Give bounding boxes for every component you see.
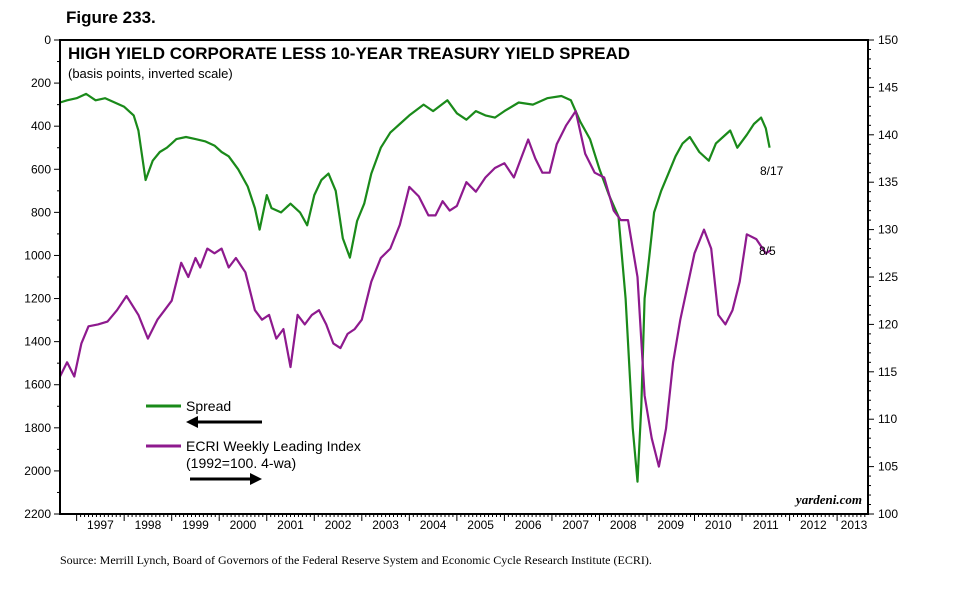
x-axis-tick-label: 2012 (800, 518, 827, 532)
left-axis-tick-label: 800 (31, 205, 51, 219)
x-axis-tick-label: 2011 (753, 518, 779, 532)
legend-ecri-note: (1992=100. 4-wa) (186, 455, 296, 471)
source-note: Source: Merrill Lynch, Board of Governor… (60, 553, 652, 567)
right-axis-tick-label: 100 (878, 507, 898, 521)
right-axis-tick-label: 110 (878, 412, 897, 426)
right-axis-tick-label: 150 (878, 33, 898, 47)
x-axis-tick-label: 2005 (467, 518, 494, 532)
x-axis-tick-label: 1999 (182, 518, 209, 532)
left-axis-tick-label: 1800 (24, 421, 51, 435)
left-axis-tick-label: 200 (31, 76, 51, 90)
left-axis-tick-label: 400 (31, 119, 51, 133)
right-axis-tick-label: 145 (878, 80, 898, 94)
legend-spread-label: Spread (186, 398, 231, 414)
left-axis-tick-label: 0 (44, 33, 51, 47)
right-axis-tick-label: 130 (878, 223, 898, 237)
left-axis-tick-label: 2200 (24, 507, 51, 521)
x-axis-tick-label: 2008 (610, 518, 637, 532)
x-axis-tick-label: 2004 (420, 518, 447, 532)
left-axis-tick-label: 1000 (24, 248, 51, 262)
x-axis-tick-label: 2006 (515, 518, 542, 532)
x-axis-tick-label: 2007 (562, 518, 589, 532)
x-axis-tick-label: 2002 (325, 518, 352, 532)
legend-left-arrow-icon (186, 416, 262, 428)
ecri-series-line (59, 110, 772, 468)
x-axis-tick-label: 2001 (277, 518, 304, 532)
left-axis-tick-label: 2000 (24, 464, 51, 478)
right-axis-tick-label: 105 (878, 460, 898, 474)
legend: Spread ECRI Weekly Leading Index (1992=1… (146, 398, 361, 485)
legend-ecri-label: ECRI Weekly Leading Index (186, 438, 361, 454)
right-axis-tick-label: 140 (878, 128, 898, 142)
plot-frame (59, 39, 869, 515)
left-axis-tick-label: 600 (31, 162, 51, 176)
x-axis-tick-label: 2009 (657, 518, 684, 532)
x-axis-tick-label: 2003 (372, 518, 399, 532)
x-axis-tick-label: 1997 (87, 518, 114, 532)
x-axis-tick-label: 2010 (705, 518, 732, 532)
axis-labels-group: 0 200 400 600 800 1000 1200 1400 1600 1800 2000 220… (24, 33, 898, 532)
right-axis-tick-label: 115 (878, 365, 897, 379)
watermark: yardeni.com (794, 492, 862, 507)
x-axis-tick-label: 1998 (135, 518, 162, 532)
spread-end-date-label: 8/17 (760, 164, 784, 178)
spread-series-line (59, 92, 771, 483)
series-layer (59, 92, 772, 483)
x-axis-tick-label: 2000 (230, 518, 257, 532)
right-axis-tick-label: 120 (878, 317, 898, 331)
legend-right-arrow-icon (190, 473, 262, 485)
right-axis-tick-label: 125 (878, 270, 898, 284)
left-axis-tick-label: 1600 (24, 378, 51, 392)
figure-label: Figure 233. (66, 8, 156, 27)
chart-title: HIGH YIELD CORPORATE LESS 10-YEAR TREASU… (68, 44, 630, 63)
x-axis-tick-label: 2013 (841, 518, 868, 532)
ecri-end-date-label: 8/5 (759, 244, 776, 258)
chart-svg: 0 200 400 600 800 1000 1200 1400 1600 1800 2000 220… (24, 33, 898, 532)
chart-subtitle: (basis points, inverted scale) (68, 66, 233, 81)
right-axis-tick-label: 135 (878, 175, 898, 189)
left-axis-tick-label: 1200 (24, 292, 51, 306)
left-axis-tick-label: 1400 (24, 335, 51, 349)
